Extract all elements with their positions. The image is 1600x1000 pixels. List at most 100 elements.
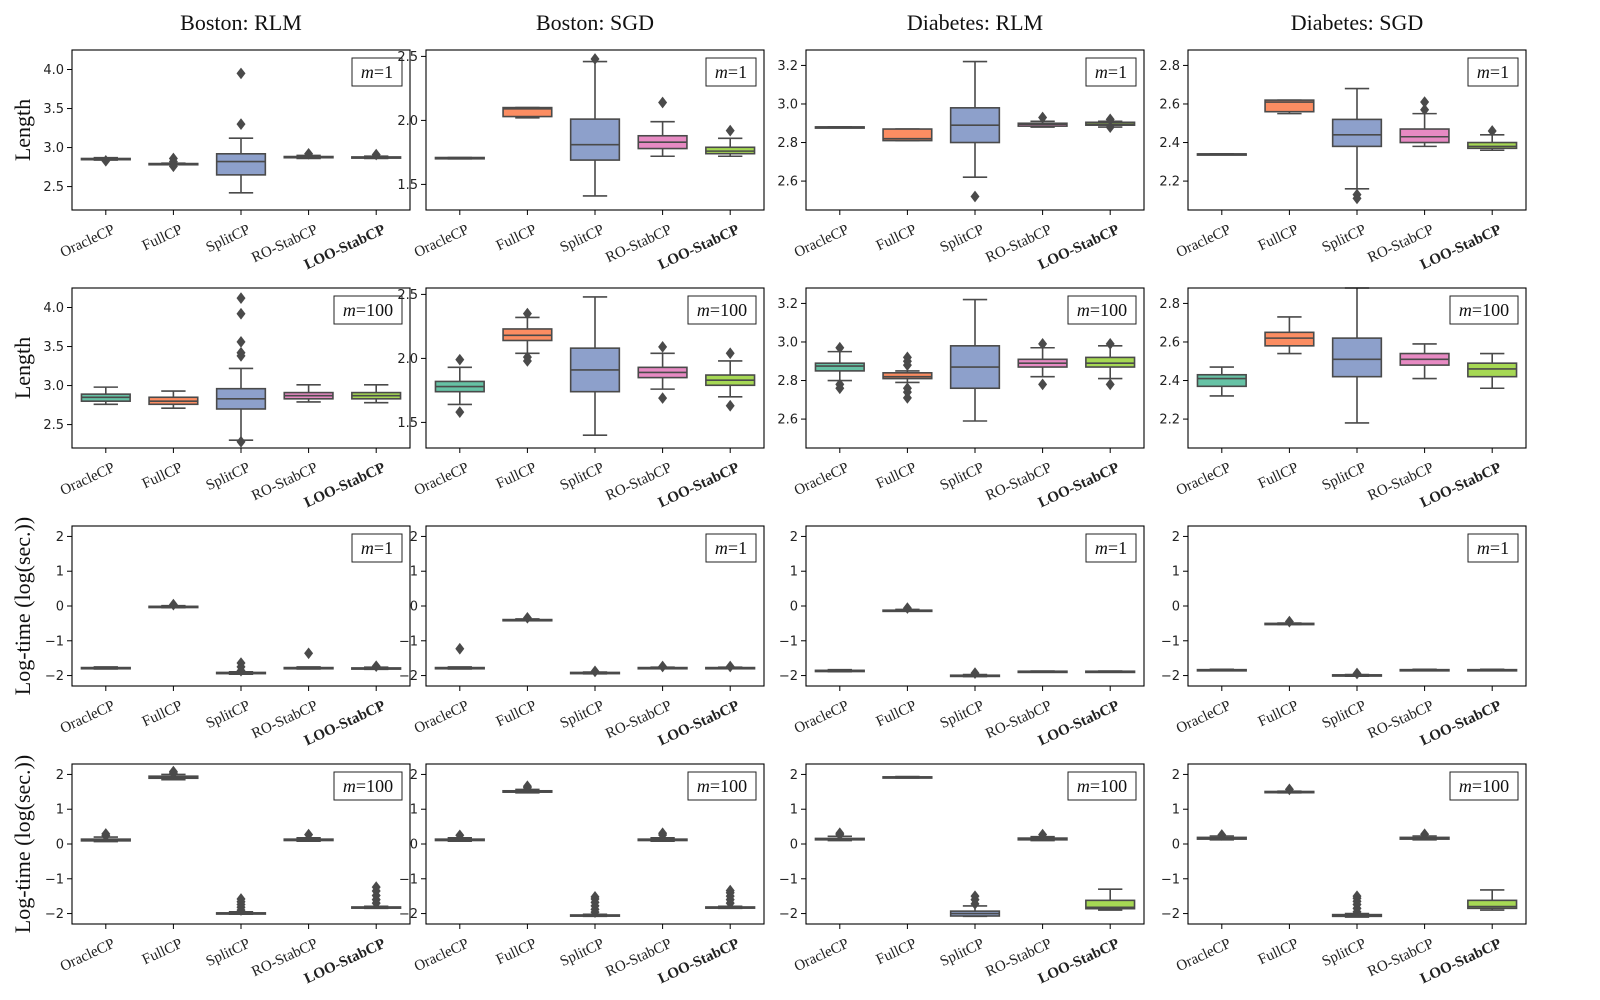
legend-m-value: =100 (1472, 300, 1509, 320)
y-tick-label: 1 (790, 565, 798, 580)
x-tick-label: FullCP (140, 222, 185, 254)
column-title: Boston: RLM (180, 10, 302, 35)
legend-box (333, 295, 403, 325)
y-tick-label: −2 (1161, 907, 1180, 922)
legend-text: m=1 (361, 538, 393, 558)
legend-m-symbol: m (1477, 62, 1490, 82)
box-fullcp (882, 128, 933, 142)
box-loo-stabcp (351, 383, 402, 404)
x-tick-label: SplitCP (204, 698, 253, 732)
box-iqr (1085, 899, 1136, 910)
y-tick-label: −1 (45, 872, 64, 887)
x-tick-label: FullCP (494, 222, 539, 254)
box-oraclecp (814, 341, 865, 395)
legend-m-value: =1 (1490, 62, 1509, 82)
legend-text: m=1 (1477, 62, 1509, 82)
outlier-point (1105, 338, 1115, 350)
outlier-point (371, 660, 381, 673)
legend-m-symbol: m (1077, 776, 1090, 796)
legend-box (687, 295, 757, 325)
x-tick-label: FullCP (140, 460, 185, 492)
outlier-point (1420, 828, 1430, 841)
legend-text: m=1 (1095, 62, 1127, 82)
legend-text: m=1 (715, 538, 747, 558)
x-tick-label: FullCP (1256, 222, 1301, 254)
plot-frame (425, 763, 765, 925)
legend-box (1067, 295, 1137, 325)
box-iqr (215, 153, 267, 176)
x-tick-label: SplitCP (558, 460, 607, 494)
box-loo-stabcp (705, 884, 756, 910)
plot-frame (1187, 763, 1527, 925)
box-loo-stabcp (351, 148, 402, 161)
box-iqr (1085, 356, 1136, 368)
plot-frame (805, 49, 1145, 211)
outlier-point (168, 598, 178, 611)
x-tick-label: FullCP (874, 698, 919, 730)
box-loo-stabcp (1467, 352, 1518, 390)
outlier-point (725, 660, 735, 673)
y-tick-label: 0 (790, 600, 798, 615)
x-tick-label: SplitCP (1320, 936, 1369, 970)
box-iqr (1331, 337, 1383, 378)
x-tick-label: OracleCP (412, 222, 472, 261)
outlier-point (835, 827, 845, 840)
outlier-point (590, 53, 600, 65)
y-tick-label: 2.5 (43, 180, 64, 195)
legend-m-value: =1 (374, 538, 393, 558)
box-loo-stabcp (1085, 888, 1136, 911)
outlier-point (455, 353, 465, 366)
outlier-point (101, 828, 111, 840)
box-splitcp (569, 53, 621, 197)
outlier-point (236, 336, 246, 348)
box-splitcp (569, 296, 621, 437)
plot-frame (805, 763, 1145, 925)
y-tick-label: 2.6 (777, 175, 798, 190)
outlier-point (371, 881, 381, 893)
box-loo-stabcp (351, 660, 402, 673)
column-title: Diabetes: RLM (907, 10, 1043, 35)
box-ro-stabcp (637, 827, 688, 843)
box-splitcp (569, 891, 621, 919)
outlier-point (101, 154, 111, 167)
plot-frame (1187, 287, 1527, 449)
legend-box (333, 771, 403, 801)
x-tick-label: SplitCP (204, 222, 253, 256)
y-tick-label: −2 (399, 907, 418, 922)
box-fullcp (148, 598, 199, 611)
x-tick-label: OracleCP (1174, 936, 1234, 975)
box-iqr (814, 362, 865, 372)
outlier-point (168, 152, 178, 165)
legend-m-value: =100 (356, 300, 393, 320)
x-tick-label: SplitCP (938, 222, 987, 256)
legend-m-symbol: m (697, 300, 710, 320)
y-tick-label: 2.0 (397, 352, 418, 367)
outlier-point (590, 891, 600, 903)
box-splitcp (1331, 287, 1383, 424)
box-iqr (569, 118, 621, 161)
y-tick-label: 3.0 (777, 97, 798, 112)
outlier-point (1038, 378, 1048, 391)
x-tick-label: OracleCP (58, 698, 118, 737)
y-tick-label: 2.5 (397, 50, 418, 65)
plot-frame (805, 287, 1145, 449)
x-tick-label: FullCP (140, 698, 185, 730)
x-tick-label: FullCP (140, 936, 185, 968)
box-ro-stabcp (637, 341, 688, 404)
plot-frame (71, 525, 411, 687)
y-tick-label: 3.0 (43, 379, 64, 394)
box-loo-stabcp (1467, 125, 1518, 152)
y-tick-label: −2 (1161, 669, 1180, 684)
outlier-point (1105, 378, 1115, 391)
box-iqr (1467, 141, 1518, 150)
legend-text: m=1 (715, 62, 747, 82)
x-tick-label: SplitCP (938, 936, 987, 970)
box-ro-stabcp (1399, 668, 1450, 672)
legend-box (1449, 295, 1519, 325)
box-ro-stabcp (1017, 828, 1068, 842)
box-iqr (882, 128, 933, 142)
box-loo-stabcp (1085, 338, 1136, 391)
